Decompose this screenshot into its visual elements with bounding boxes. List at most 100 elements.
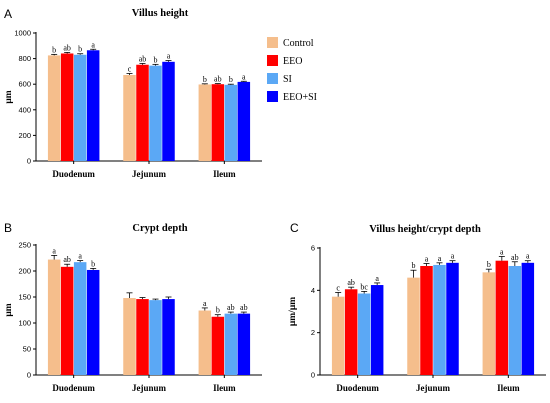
y-tick-label: 50 <box>23 345 31 354</box>
significance-letter: bc <box>360 282 368 291</box>
bar-eeo-ileum <box>495 260 509 375</box>
significance-letter: ab <box>240 303 248 312</box>
y-tick-label: 200 <box>18 267 31 276</box>
legend-label: SI <box>283 74 292 85</box>
y-tick-label: 100 <box>18 319 31 328</box>
significance-letter: a <box>375 274 379 283</box>
significance-letter: a <box>242 72 246 81</box>
panel-b: B Crypt depthμm050100150200250Duodenumaab… <box>4 221 262 393</box>
bar-eeo-duodenum <box>60 53 74 162</box>
x-category-label: Jejunum <box>416 383 451 393</box>
significance-letter: a <box>526 252 530 261</box>
bar-control-jejunum <box>407 277 420 375</box>
legend-label: EEO+SI <box>283 92 317 103</box>
significance-letter: b <box>91 259 95 268</box>
bar-control-duodenum <box>47 259 61 375</box>
legend-swatch-eeo <box>267 55 278 66</box>
bar-eeo-ileum <box>211 316 225 375</box>
significance-letter: b <box>229 75 233 84</box>
x-category-label: Ileum <box>213 169 236 179</box>
legend-label: Control <box>283 38 314 49</box>
bar-eeo-si-duodenum <box>86 50 100 161</box>
legend: Control EEO SI EEO+SI <box>267 37 317 103</box>
bar-eeo-si-jejunum <box>162 299 175 375</box>
significance-letter: ab <box>63 43 71 52</box>
bar-eeo-jejunum <box>136 64 149 161</box>
x-category-label: Ileum <box>497 383 520 393</box>
bar-eeo-si-ileum <box>237 313 251 375</box>
bar-control-ileum <box>482 272 496 375</box>
panel-c: C Villus height/crypt depth μm/μm 0 2 4 6 Duode… <box>288 221 546 393</box>
chart-title: Villus height/crypt depth <box>369 224 481 235</box>
bar-eeo-duodenum <box>344 289 358 375</box>
x-category-label: Duodenum <box>52 383 95 393</box>
y-tick-label: 250 <box>18 241 31 250</box>
y-tick-label: 0 <box>27 157 31 166</box>
bar-eeo-si-duodenum <box>86 269 100 375</box>
significance-letter: a <box>52 246 56 255</box>
bar-eeo-jejunum <box>420 265 433 375</box>
y-tick-label: 6 <box>311 244 315 253</box>
significance-letter: a <box>425 254 429 263</box>
chart-title: Villus height <box>132 8 189 19</box>
bar-si-jejunum <box>149 65 162 161</box>
y-tick-label: 0 <box>311 371 315 380</box>
bar-control-duodenum <box>331 296 345 375</box>
bar-control-ileum <box>198 84 212 161</box>
significance-letter: b <box>412 261 416 270</box>
chart-title: Crypt depth <box>132 223 187 234</box>
bar-si-ileum <box>224 84 238 161</box>
y-tick-label: 800 <box>18 54 31 63</box>
bar-control-jejunum <box>123 298 136 375</box>
y-axis-label: μm <box>4 90 14 103</box>
significance-letter: b <box>487 260 491 269</box>
significance-letter: ab <box>511 253 519 262</box>
significance-letter: b <box>216 306 220 315</box>
significance-letter: c <box>336 283 340 292</box>
bar-si-duodenum <box>73 54 87 162</box>
y-tick-label: 1000 <box>14 29 31 38</box>
bar-eeo-si-jejunum <box>446 262 459 375</box>
legend-swatch-eeo-si <box>267 91 278 102</box>
significance-letter: b <box>78 45 82 54</box>
bar-eeo-duodenum <box>60 266 74 375</box>
legend-swatch-control <box>267 37 278 48</box>
significance-letter: ab <box>347 278 355 287</box>
bar-si-ileum <box>224 313 238 375</box>
significance-letter: c <box>128 64 132 73</box>
bar-si-ileum <box>508 265 522 375</box>
legend-label: EEO <box>283 56 302 67</box>
y-tick-label: 4 <box>311 286 315 295</box>
significance-letter: a <box>438 254 442 263</box>
significance-letter: ab <box>139 54 147 63</box>
panel-a: A Villus height μm 0 200 400 600 800 1000 Duodenu… <box>4 7 262 179</box>
significance-letter: a <box>91 40 95 49</box>
bar-eeo-si-jejunum <box>162 61 175 161</box>
y-axis-label: μm/μm <box>288 297 298 326</box>
x-category-label: Jejunum <box>132 169 167 179</box>
x-category-label: Ileum <box>213 383 236 393</box>
significance-letter: a <box>451 252 455 261</box>
y-axis-label: μm <box>4 303 14 316</box>
x-category-label: Duodenum <box>52 169 95 179</box>
significance-letter: b <box>52 45 56 54</box>
significance-letter: a <box>500 247 504 256</box>
bar-control-ileum <box>198 310 212 375</box>
panel-label: A <box>4 7 12 21</box>
bar-si-jejunum <box>433 264 446 375</box>
x-category-label: Duodenum <box>336 383 379 393</box>
legend-swatch-si <box>267 73 278 84</box>
significance-letter: a <box>78 252 82 261</box>
bar-si-duodenum <box>73 262 87 375</box>
significance-letter: ab <box>214 75 222 84</box>
bar-eeo-si-ileum <box>237 81 251 161</box>
bar-eeo-jejunum <box>136 299 149 375</box>
panel-label: C <box>290 221 299 235</box>
significance-letter: b <box>203 75 207 84</box>
y-tick-label: 400 <box>18 105 31 114</box>
bar-eeo-ileum <box>211 84 225 161</box>
significance-letter: a <box>167 52 171 61</box>
significance-letter: ab <box>63 255 71 264</box>
bar-control-jejunum <box>123 74 136 161</box>
